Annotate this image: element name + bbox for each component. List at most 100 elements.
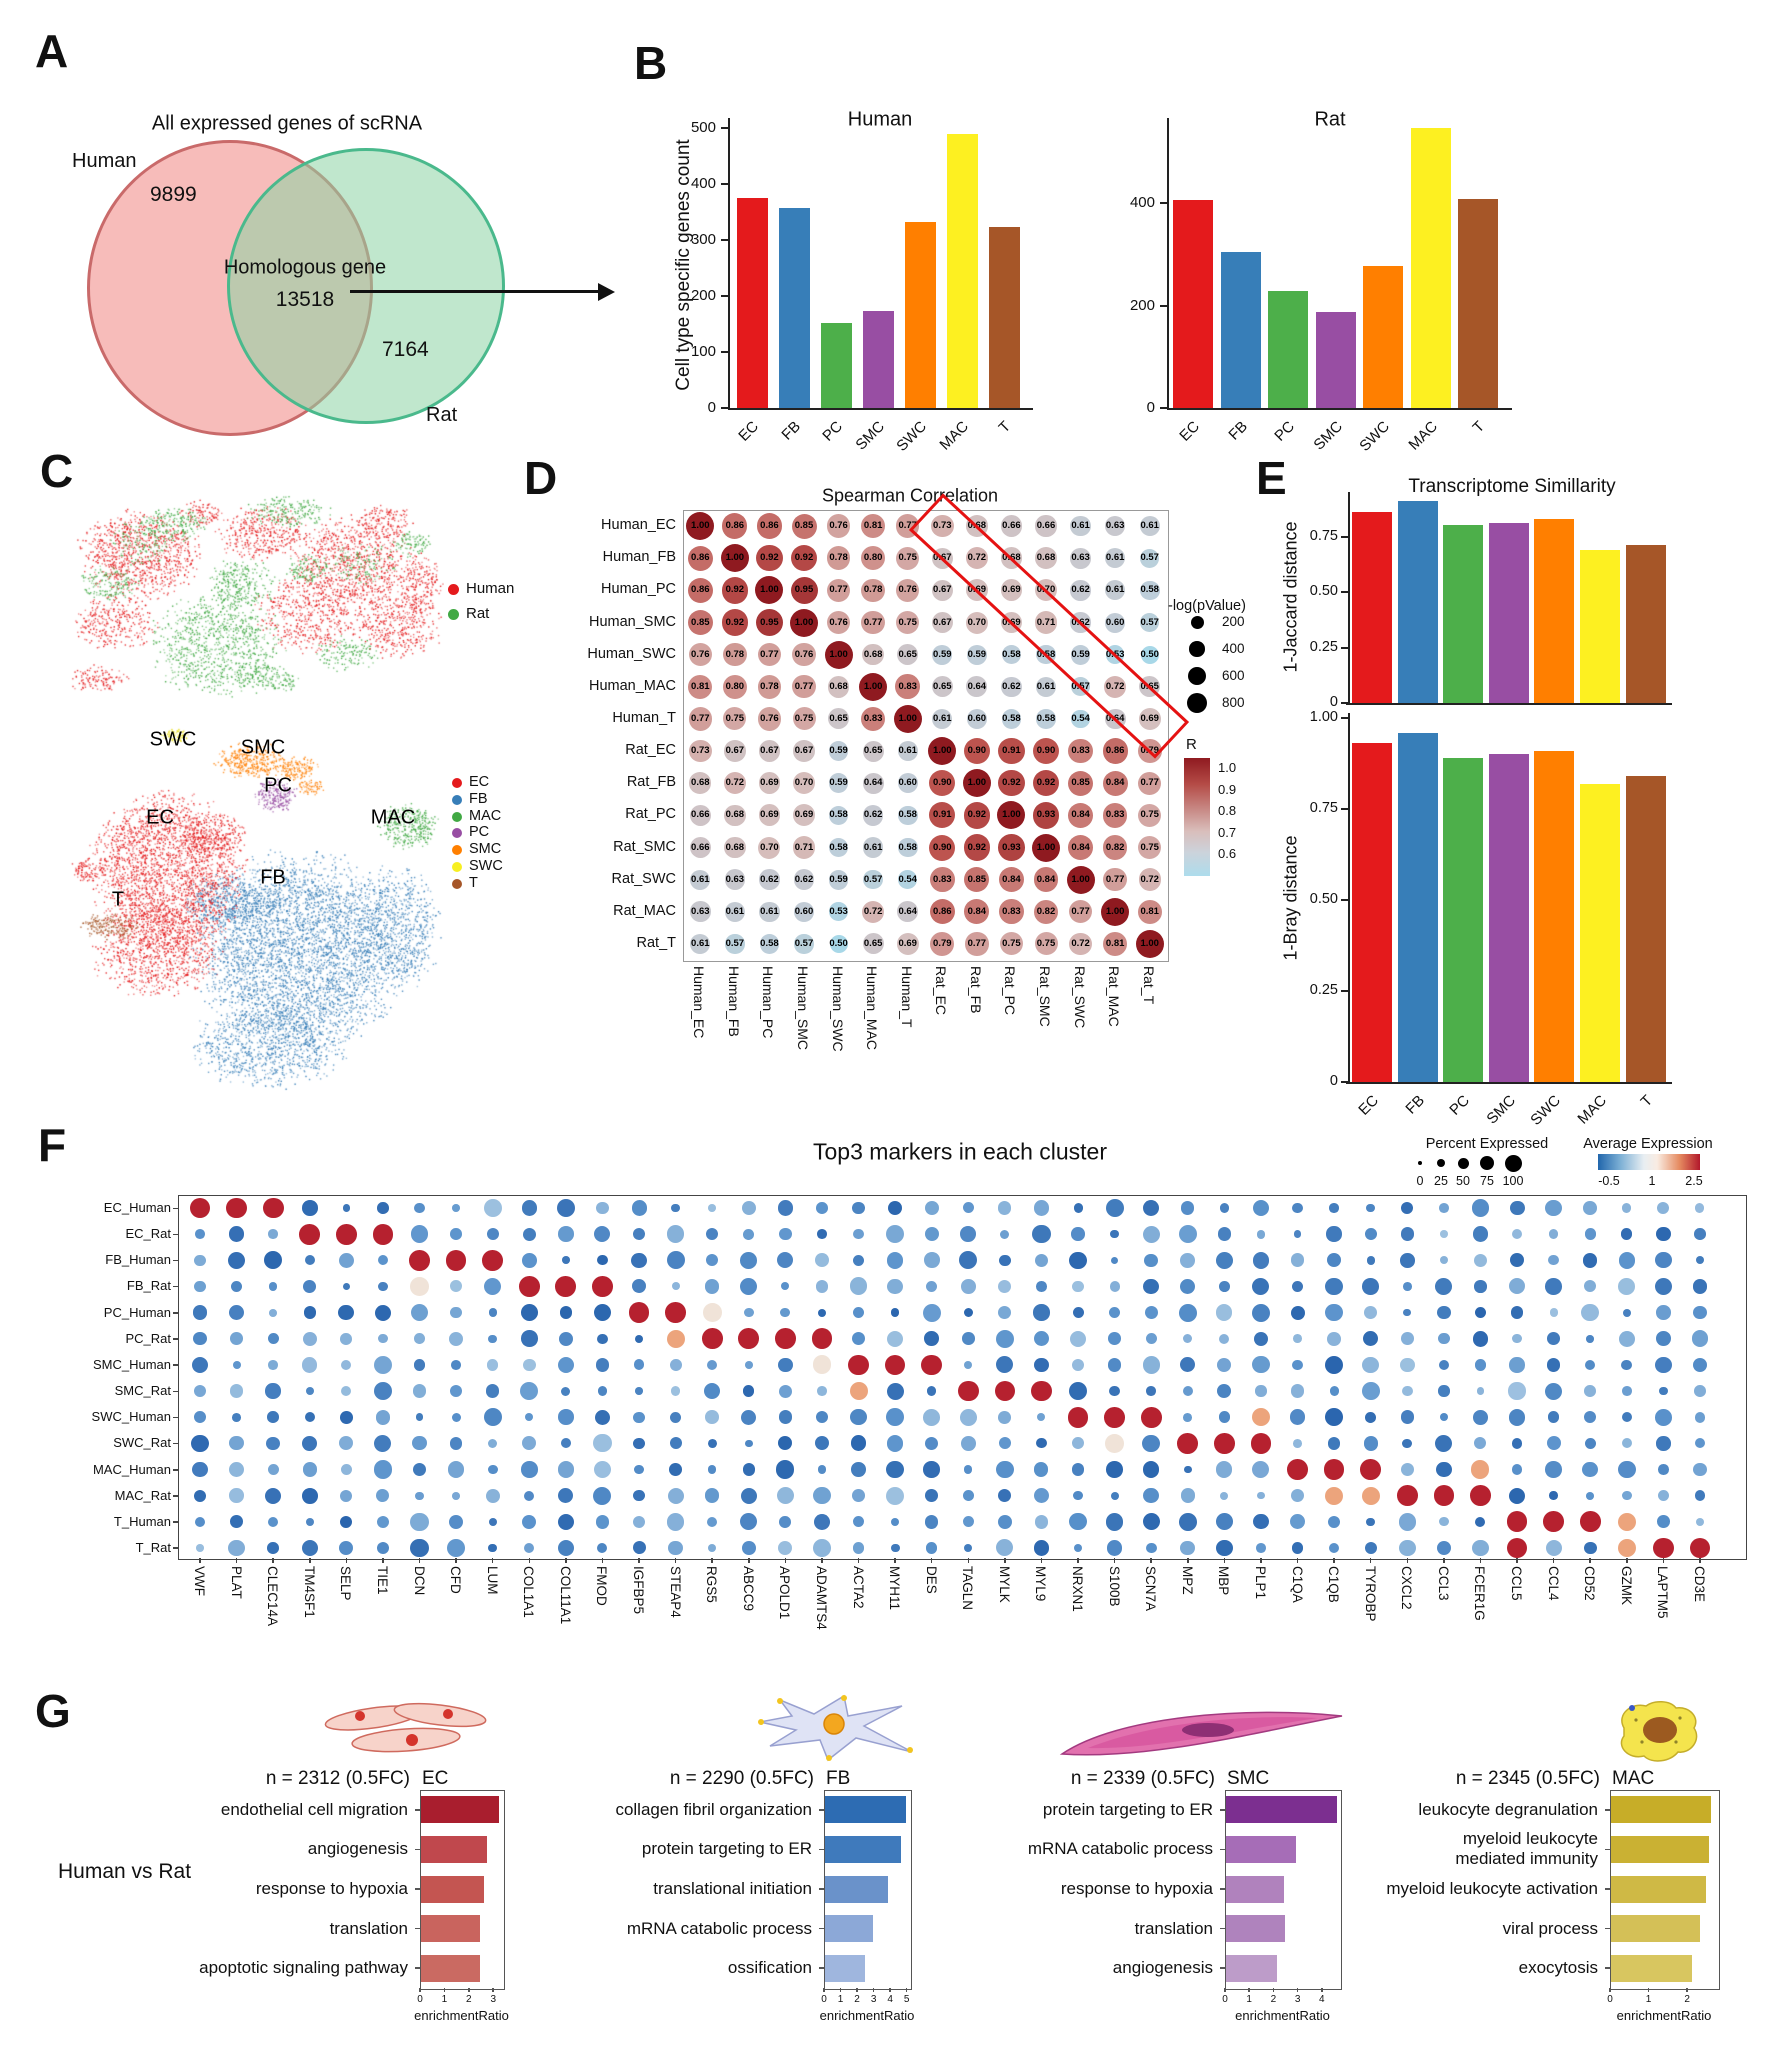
dot-SMC_Rat-CXCL2 bbox=[1402, 1385, 1413, 1397]
corr-value: 1.00 bbox=[967, 777, 987, 789]
dot-T_Rat-MYL9 bbox=[1033, 1540, 1050, 1556]
dot-MAC_Rat-FCER1G bbox=[1470, 1485, 1491, 1506]
go-x-tick bbox=[1224, 1988, 1226, 1992]
dot-T_Rat-COL11A1 bbox=[557, 1539, 575, 1557]
dot-FB_Rat-GZMK bbox=[1618, 1278, 1636, 1295]
gene-tick bbox=[1626, 1558, 1628, 1563]
r-tick: 0.8 bbox=[1218, 803, 1237, 818]
corr-dot bbox=[1103, 675, 1127, 698]
dot-T_Rat-GZMK bbox=[1617, 1538, 1636, 1557]
dot-MAC_Human-SCN7A bbox=[1143, 1461, 1160, 1478]
corr-value: 0.93 bbox=[1036, 809, 1056, 821]
dot-SWC_Human-ABCC9 bbox=[741, 1409, 757, 1425]
term-tick bbox=[819, 1809, 824, 1811]
dot-SMC_Rat-VWF bbox=[193, 1384, 207, 1398]
dot-MAC_Rat-SCN7A bbox=[1143, 1487, 1160, 1504]
dot-PC_Rat-TIE1 bbox=[378, 1334, 388, 1344]
dot-EC_Human-TM4SF1 bbox=[301, 1200, 318, 1216]
go-x-tick-label: 0 bbox=[821, 1994, 827, 2005]
heatmap-frame bbox=[683, 510, 1169, 962]
dot-PC_Rat-CD52 bbox=[1586, 1334, 1594, 1343]
corr-dot bbox=[897, 773, 918, 794]
pct-label: 75 bbox=[1480, 1174, 1494, 1188]
venn-arrow-line bbox=[350, 290, 600, 293]
dot-PC_Rat-SCN7A bbox=[1145, 1333, 1157, 1345]
bar-SWC bbox=[1534, 518, 1575, 703]
corr-dot bbox=[1138, 868, 1161, 891]
bar-PC bbox=[820, 322, 852, 408]
dot-SMC_Rat-LUM bbox=[486, 1384, 500, 1398]
dot-PC_Human-CXCL2 bbox=[1403, 1308, 1412, 1317]
dot-SWC_Human-TAGLN bbox=[959, 1408, 977, 1426]
corr-dot bbox=[929, 867, 955, 892]
dot-MAC_Rat-SELP bbox=[340, 1489, 353, 1502]
corr-value: 0.69 bbox=[1002, 584, 1021, 596]
gene-label-MBP: MBP bbox=[1216, 1566, 1232, 1596]
corr-value: 0.65 bbox=[863, 745, 883, 757]
dot-MAC_Rat-CD3E bbox=[1694, 1490, 1706, 1501]
corr-value: 0.92 bbox=[967, 809, 987, 821]
corr-dot bbox=[1000, 515, 1023, 537]
corr-value: 0.58 bbox=[1036, 712, 1056, 724]
corr-value: 0.83 bbox=[898, 680, 917, 692]
dot-T_Human-APOLD1 bbox=[779, 1515, 792, 1528]
go-term: leukocyte degranulation bbox=[1418, 1799, 1598, 1819]
corr-value: 0.76 bbox=[691, 648, 710, 660]
go-bar bbox=[1611, 1915, 1700, 1943]
dot-EC_Rat-VWF bbox=[195, 1229, 205, 1240]
col-label-Human_EC: Human_EC bbox=[691, 966, 708, 1039]
corr-dot bbox=[963, 738, 990, 765]
corr-dot bbox=[723, 772, 747, 795]
dot-MAC_Human-COL11A1 bbox=[557, 1461, 574, 1478]
bar-MAC bbox=[1580, 549, 1620, 703]
corr-dot bbox=[724, 836, 746, 859]
dot-MAC_Rat-PLP1 bbox=[1257, 1491, 1265, 1500]
dot-MAC_Rat-MYL9 bbox=[1033, 1487, 1050, 1504]
gene-label-C1QB: C1QB bbox=[1326, 1566, 1342, 1603]
row-label-Rat_PC: Rat_PC bbox=[625, 806, 676, 823]
corr-dot bbox=[794, 934, 814, 954]
corr-value: 0.77 bbox=[760, 648, 779, 660]
legend-dot-SMC bbox=[452, 845, 462, 856]
dot-EC_Human-STEAP4 bbox=[671, 1203, 680, 1213]
dot-SMC_Human-CD52 bbox=[1585, 1359, 1596, 1370]
dot-SMC_Human-TM4SF1 bbox=[302, 1357, 318, 1373]
dot-MAC_Human-NRXN1 bbox=[1071, 1463, 1085, 1476]
gene-label-FMOD: FMOD bbox=[594, 1566, 610, 1606]
dot-T_Rat-CD52 bbox=[1583, 1541, 1597, 1555]
gene-tick bbox=[1443, 1558, 1445, 1563]
corr-dot bbox=[687, 577, 713, 603]
dot-PC_Rat-ADAMTS4 bbox=[811, 1328, 833, 1350]
go-bar bbox=[1226, 1954, 1277, 1982]
x-tick-label: T bbox=[1469, 418, 1489, 437]
corr-value: 0.72 bbox=[1105, 680, 1125, 692]
dot-PC_Human-CCL3 bbox=[1437, 1305, 1451, 1320]
corr-value: 0.63 bbox=[725, 873, 745, 885]
y-tick-label: 0.50 bbox=[1309, 891, 1338, 907]
dot-T_Rat-ADAMTS4 bbox=[813, 1539, 831, 1557]
dot-FB_Rat-COL1A1 bbox=[518, 1276, 540, 1297]
dot-EC_Rat-SCN7A bbox=[1142, 1225, 1160, 1243]
corr-value: 0.84 bbox=[1002, 873, 1021, 885]
corr-dot bbox=[792, 643, 816, 667]
gene-label-ACTA2: ACTA2 bbox=[850, 1566, 866, 1609]
corr-dot bbox=[793, 804, 815, 827]
corr-dot bbox=[929, 899, 955, 925]
dot-FB_Rat-COL11A1 bbox=[555, 1276, 577, 1297]
dot-EC_Human-RGS5 bbox=[708, 1204, 717, 1212]
similarity-title: Transcriptome Simillarity bbox=[1408, 476, 1616, 497]
dot-SMC_Human-APOLD1 bbox=[778, 1357, 793, 1373]
dot-MAC_Human-ADAMTS4 bbox=[817, 1465, 827, 1474]
dot-EC_Rat-TIE1 bbox=[372, 1223, 394, 1245]
gene-tick bbox=[711, 1558, 713, 1563]
corr-value: 0.57 bbox=[794, 937, 814, 949]
dot-SWC_Rat-VWF bbox=[191, 1434, 209, 1452]
dot-FB_Human-S100B bbox=[1110, 1256, 1119, 1265]
dot-SMC_Rat-SCN7A bbox=[1146, 1386, 1156, 1396]
y-tick bbox=[1341, 1081, 1348, 1083]
col-label-Rat_PC: Rat_PC bbox=[1002, 966, 1019, 1016]
gene-label-DES: DES bbox=[923, 1566, 939, 1594]
term-tick bbox=[1220, 1848, 1225, 1851]
go-frame-SMC bbox=[1225, 1790, 1342, 1990]
go-cell-label-MAC: MAC bbox=[1612, 1768, 1655, 1789]
